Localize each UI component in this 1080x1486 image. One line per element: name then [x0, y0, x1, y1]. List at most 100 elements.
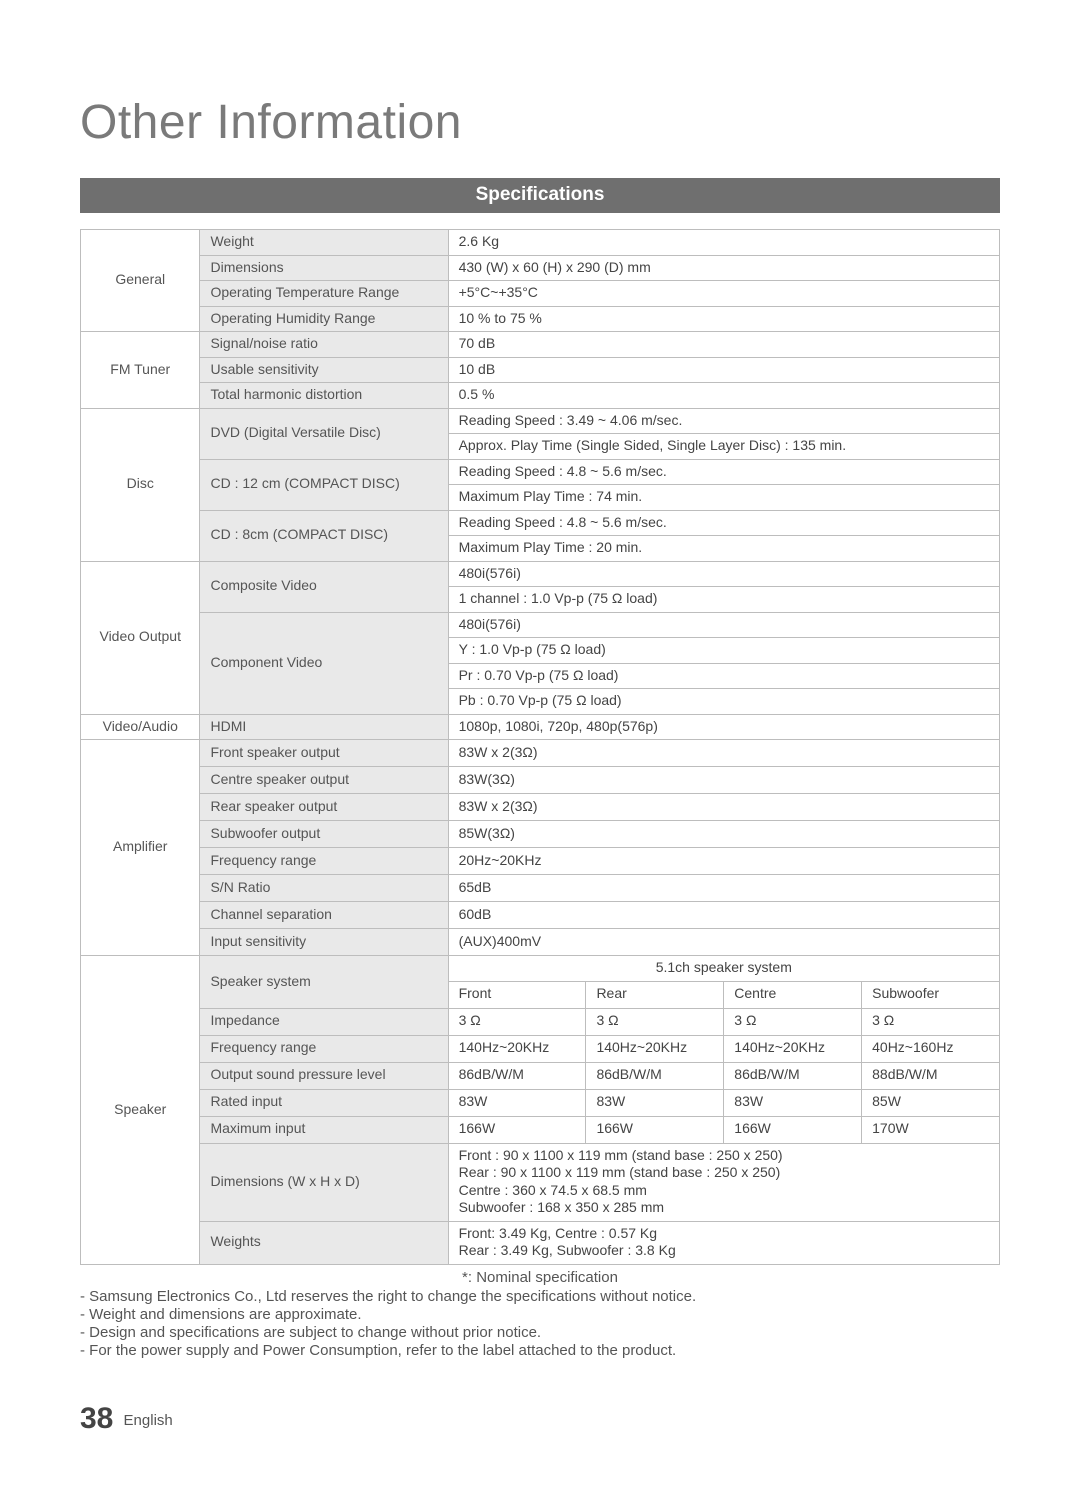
val: 40Hz~160Hz [862, 1035, 1000, 1062]
cat-general: General [81, 230, 200, 332]
table-row: FM Tuner Signal/noise ratio 70 dB [81, 332, 1000, 358]
table-row: Frequency range 20Hz~20KHz [81, 848, 1000, 875]
attr: Frequency range [200, 848, 448, 875]
table-row: Operating Temperature Range +5°C~+35°C [81, 281, 1000, 307]
col-front: Front [448, 981, 586, 1008]
table-row: Speaker Speaker system 5.1ch speaker sys… [81, 956, 1000, 982]
val: 140Hz~20KHz [724, 1035, 862, 1062]
note-line: - Samsung Electronics Co., Ltd reserves … [80, 1288, 1000, 1305]
val: 480i(576i) [448, 561, 999, 587]
table-row: Component Video 480i(576i) [81, 612, 1000, 638]
val: 86dB/W/M [586, 1062, 724, 1089]
val: 83W(3Ω) [448, 767, 999, 794]
attr: Operating Humidity Range [200, 306, 448, 332]
val: Reading Speed : 3.49 ~ 4.06 m/sec. [448, 408, 999, 434]
cat-video: Video Output [81, 561, 200, 714]
table-row: Video Output Composite Video 480i(576i) [81, 561, 1000, 587]
table-row: CD : 8cm (COMPACT DISC) Reading Speed : … [81, 510, 1000, 536]
val: Pb : 0.70 Vp-p (75 Ω load) [448, 689, 999, 715]
attr: Centre speaker output [200, 767, 448, 794]
attr: HDMI [200, 714, 448, 740]
attr: Usable sensitivity [200, 357, 448, 383]
attr: Component Video [200, 612, 448, 714]
attr: Dimensions [200, 255, 448, 281]
val: 166W [448, 1116, 586, 1143]
table-row: Rear speaker output 83W x 2(3Ω) [81, 794, 1000, 821]
table-row: Maximum input 166W 166W 166W 170W [81, 1116, 1000, 1143]
val: Y : 1.0 Vp-p (75 Ω load) [448, 638, 999, 664]
val: 85W(3Ω) [448, 821, 999, 848]
weight-line: Rear : 3.49 Kg, Subwoofer : 3.8 Kg [459, 1242, 676, 1258]
val: Reading Speed : 4.8 ~ 5.6 m/sec. [448, 510, 999, 536]
val: 1 channel : 1.0 Vp-p (75 Ω load) [448, 587, 999, 613]
attr: Dimensions (W x H x D) [200, 1143, 448, 1221]
val: 86dB/W/M [724, 1062, 862, 1089]
weight-line: Front: 3.49 Kg, Centre : 0.57 Kg [459, 1225, 657, 1241]
val: 83W x 2(3Ω) [448, 794, 999, 821]
table-row: Rated input 83W 83W 83W 85W [81, 1089, 1000, 1116]
val: 10 % to 75 % [448, 306, 999, 332]
table-row: Dimensions 430 (W) x 60 (H) x 290 (D) mm [81, 255, 1000, 281]
val: 140Hz~20KHz [586, 1035, 724, 1062]
attr: Rated input [200, 1089, 448, 1116]
table-row: Centre speaker output 83W(3Ω) [81, 767, 1000, 794]
attr: Total harmonic distortion [200, 383, 448, 409]
dim-line: Subwoofer : 168 x 350 x 285 mm [459, 1199, 664, 1215]
cat-fm: FM Tuner [81, 332, 200, 409]
table-row: Impedance 3 Ω 3 Ω 3 Ω 3 Ω [81, 1008, 1000, 1035]
val-weights: Front: 3.49 Kg, Centre : 0.57 Kg Rear : … [448, 1221, 999, 1264]
cat-speaker: Speaker [81, 956, 200, 1265]
table-row: General Weight 2.6 Kg [81, 230, 1000, 256]
note-line: - For the power supply and Power Consump… [80, 1342, 1000, 1359]
attr: Speaker system [200, 956, 448, 1009]
attr: Input sensitivity [200, 929, 448, 956]
attr: Channel separation [200, 902, 448, 929]
note-line: - Design and specifications are subject … [80, 1324, 1000, 1341]
attr: S/N Ratio [200, 875, 448, 902]
cat-disc: Disc [81, 408, 200, 561]
val: 430 (W) x 60 (H) x 290 (D) mm [448, 255, 999, 281]
val: 70 dB [448, 332, 999, 358]
table-row: Channel separation 60dB [81, 902, 1000, 929]
val: 83W x 2(3Ω) [448, 740, 999, 767]
table-row: Total harmonic distortion 0.5 % [81, 383, 1000, 409]
val: 5.1ch speaker system [448, 956, 999, 982]
val: Maximum Play Time : 20 min. [448, 536, 999, 562]
val: 1080p, 1080i, 720p, 480p(576p) [448, 714, 999, 740]
val: Reading Speed : 4.8 ~ 5.6 m/sec. [448, 459, 999, 485]
val: 3 Ω [448, 1008, 586, 1035]
table-row: Operating Humidity Range 10 % to 75 % [81, 306, 1000, 332]
attr: Signal/noise ratio [200, 332, 448, 358]
table-row: Weights Front: 3.49 Kg, Centre : 0.57 Kg… [81, 1221, 1000, 1264]
attr: Maximum input [200, 1116, 448, 1143]
table-row: S/N Ratio 65dB [81, 875, 1000, 902]
val: 60dB [448, 902, 999, 929]
table-row: Input sensitivity (AUX)400mV [81, 929, 1000, 956]
val: 170W [862, 1116, 1000, 1143]
note-line: - Weight and dimensions are approximate. [80, 1306, 1000, 1323]
val: 83W [724, 1089, 862, 1116]
val: 86dB/W/M [448, 1062, 586, 1089]
attr: DVD (Digital Versatile Disc) [200, 408, 448, 459]
val: 83W [586, 1089, 724, 1116]
val: Maximum Play Time : 74 min. [448, 485, 999, 511]
val: 88dB/W/M [862, 1062, 1000, 1089]
attr: CD : 8cm (COMPACT DISC) [200, 510, 448, 561]
col-centre: Centre [724, 981, 862, 1008]
val: 166W [724, 1116, 862, 1143]
table-row: CD : 12 cm (COMPACT DISC) Reading Speed … [81, 459, 1000, 485]
attr: Front speaker output [200, 740, 448, 767]
table-row: Subwoofer output 85W(3Ω) [81, 821, 1000, 848]
val: 3 Ω [724, 1008, 862, 1035]
table-row: Frequency range 140Hz~20KHz 140Hz~20KHz … [81, 1035, 1000, 1062]
page-language: English [124, 1412, 173, 1429]
val: 10 dB [448, 357, 999, 383]
footnote: *: Nominal specification [80, 1269, 1000, 1286]
attr: Weight [200, 230, 448, 256]
col-rear: Rear [586, 981, 724, 1008]
table-row: Video/Audio HDMI 1080p, 1080i, 720p, 480… [81, 714, 1000, 740]
val: 3 Ω [862, 1008, 1000, 1035]
cat-amp: Amplifier [81, 740, 200, 956]
attr: Impedance [200, 1008, 448, 1035]
col-sub: Subwoofer [862, 981, 1000, 1008]
